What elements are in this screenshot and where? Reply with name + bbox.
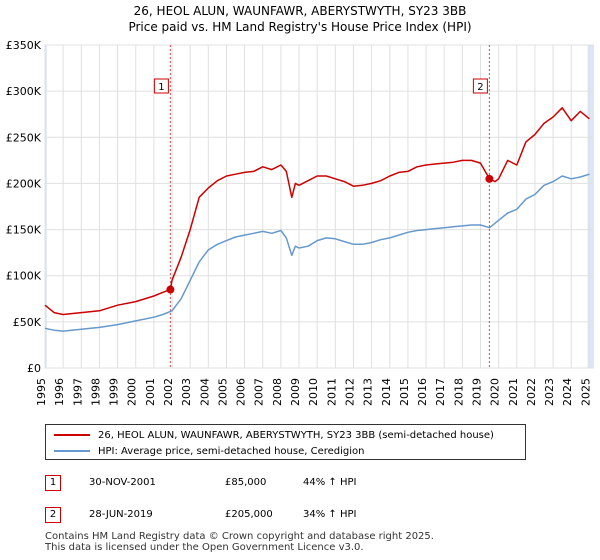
x-tick-label: 1995 (35, 378, 48, 406)
x-tick-label: 2023 (543, 378, 556, 406)
transaction-date-2: 28-JUN-2019 (89, 509, 153, 520)
legend-hpi-label: HPI: Average price, semi-detached house,… (98, 445, 365, 457)
y-tick-label: £200K (6, 177, 42, 190)
y-tick-label: £150K (6, 224, 42, 237)
plot-area (44, 44, 594, 369)
footer: Contains HM Land Registry data © Crown c… (45, 531, 434, 553)
x-tick-label: 1999 (108, 378, 121, 406)
x-tick-label: 2024 (561, 378, 574, 406)
property-price-line (44, 107, 590, 316)
transaction-hpi-2: 34% ↑ HPI (303, 509, 357, 520)
x-tick-label: 1998 (89, 378, 102, 406)
footer-line-1: Contains HM Land Registry data © Crown c… (45, 531, 434, 542)
transaction-badge-1: 1 (45, 475, 61, 491)
transaction-row-1: 1 30-NOV-2001 £85,000 44% ↑ HPI (45, 475, 465, 493)
transaction-point-1 (166, 285, 175, 294)
y-tick-label: £0 (27, 362, 41, 375)
transaction-label-2: 2 (477, 82, 483, 93)
x-tick-label: 1997 (71, 378, 84, 406)
footer-line-2: This data is licensed under the Open Gov… (45, 542, 364, 553)
x-tick-label: 2017 (434, 378, 447, 406)
legend: 26, HEOL ALUN, WAUNFAWR, ABERYSTWYTH, SY… (45, 424, 526, 460)
x-tick-label: 2015 (398, 378, 411, 406)
x-tick-label: 2005 (216, 378, 229, 406)
transaction-label-box-2 (472, 78, 488, 94)
transaction-badge-2: 2 (45, 507, 61, 523)
legend-hpi-line (54, 450, 90, 452)
shaded-range-2 (587, 45, 593, 368)
x-tick-label: 2013 (362, 378, 375, 406)
x-tick-label: 1996 (53, 378, 66, 406)
hpi-line (44, 173, 590, 332)
x-tick-label: 2020 (489, 378, 502, 406)
transaction-row-2: 2 28-JUN-2019 £205,000 34% ↑ HPI (45, 507, 465, 525)
chart-title: 26, HEOL ALUN, WAUNFAWR, ABERYSTWYTH, SY… (133, 4, 467, 18)
x-tick-label: 2004 (198, 378, 211, 406)
x-tick-label: 2011 (325, 378, 338, 406)
y-tick-label: £100K (6, 270, 42, 283)
x-tick-label: 2007 (253, 378, 266, 406)
x-tick-label: 2019 (470, 378, 483, 406)
transaction-point-2 (485, 174, 494, 183)
x-tick-label: 2000 (126, 378, 139, 406)
x-tick-label: 2022 (525, 378, 538, 406)
x-tick-label: 2012 (343, 378, 356, 406)
legend-hpi: HPI: Average price, semi-detached house,… (54, 444, 365, 458)
transaction-price-1: £85,000 (225, 477, 267, 488)
x-tick-label: 2025 (579, 378, 592, 406)
x-tick-label: 2016 (416, 378, 429, 406)
transaction-label-box-1 (153, 78, 169, 94)
x-tick-label: 2003 (180, 378, 193, 406)
x-tick-label: 2002 (162, 378, 175, 406)
x-tick-label: 2014 (380, 378, 393, 406)
y-tick-label: £50K (13, 316, 42, 329)
transaction-label-1: 1 (158, 82, 164, 93)
x-tick-label: 2010 (307, 378, 320, 406)
x-tick-label: 2008 (271, 378, 284, 406)
x-tick-label: 2018 (452, 378, 465, 406)
chart-subtitle: Price paid vs. HM Land Registry's House … (128, 20, 472, 34)
y-tick-label: £250K (6, 131, 42, 144)
x-tick-label: 2021 (507, 378, 520, 406)
x-tick-label: 2009 (289, 378, 302, 406)
transaction-date-1: 30-NOV-2001 (89, 477, 156, 488)
transaction-price-2: £205,000 (225, 509, 273, 520)
legend-property-label: 26, HEOL ALUN, WAUNFAWR, ABERYSTWYTH, SY… (98, 429, 494, 441)
legend-property-line (54, 434, 90, 436)
x-tick-label: 2006 (235, 378, 248, 406)
shaded-range-1 (45, 45, 47, 368)
legend-property: 26, HEOL ALUN, WAUNFAWR, ABERYSTWYTH, SY… (54, 428, 494, 442)
price-chart: £0 £50K £100K £150K £200K £250K £300K £350K 1995… (6, 39, 594, 406)
x-tick-label: 2001 (144, 378, 157, 406)
transaction-hpi-1: 44% ↑ HPI (303, 477, 357, 488)
y-tick-label: £300K (6, 85, 42, 98)
y-tick-label: £350K (6, 39, 42, 52)
